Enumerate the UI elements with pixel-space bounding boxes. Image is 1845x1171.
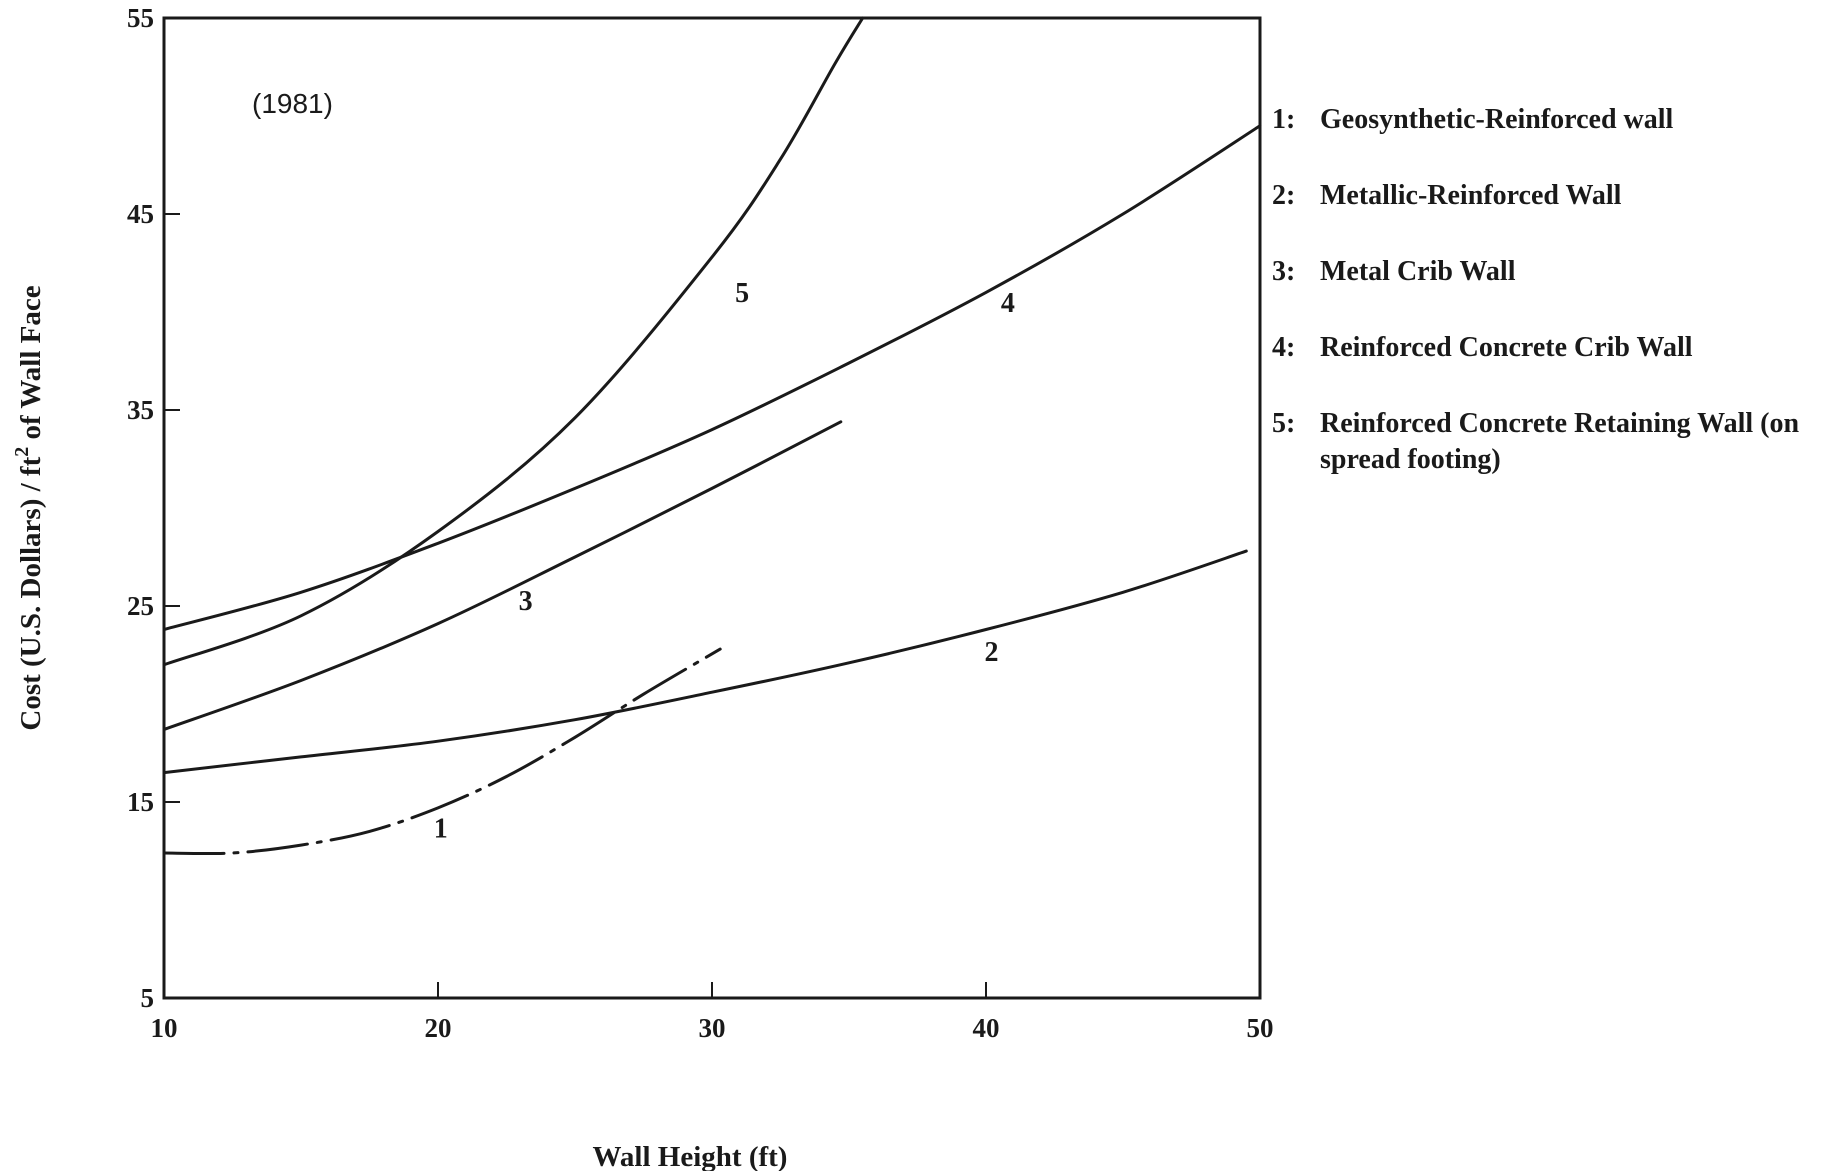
series-line-1 xyxy=(162,647,722,856)
legend-item-4: 4: Reinforced Concrete Crib Wall xyxy=(1272,330,1842,366)
curve-labels: 1 2 3 4 5 xyxy=(434,278,1015,844)
series-lines xyxy=(162,16,1262,856)
y-axis-title: Cost (U.S. Dollars) / ft2 of Wall Face xyxy=(11,285,47,730)
curve-label-1: 1 xyxy=(434,813,448,844)
y-tick-label: 45 xyxy=(127,199,154,229)
y-tick-label: 55 xyxy=(127,3,154,33)
legend-item-1: 1: Geosynthetic-Reinforced wall xyxy=(1272,102,1842,138)
series-line-5 xyxy=(162,16,865,667)
legend-number: 4: xyxy=(1272,332,1296,363)
legend-item-3: 3: Metal Crib Wall xyxy=(1272,254,1842,290)
x-tick-label: 10 xyxy=(151,1013,178,1043)
plot-frame xyxy=(162,16,1262,1000)
y-tick-label: 35 xyxy=(127,395,154,425)
x-tick-label: 20 xyxy=(425,1013,452,1043)
x-tick-label: 40 xyxy=(973,1013,1000,1043)
x-axis-title: Wall Height (ft) xyxy=(593,1141,788,1171)
legend-item-2: 2: Metallic-Reinforced Wall xyxy=(1272,178,1842,214)
y-tick-label: 15 xyxy=(127,787,154,817)
legend-number: 1: xyxy=(1272,104,1296,135)
legend-number: 2: xyxy=(1272,180,1296,211)
series-line-3 xyxy=(162,420,843,731)
legend-number: 3: xyxy=(1272,256,1296,287)
series-line-4 xyxy=(162,124,1262,631)
y-axis-title-sup: 2 xyxy=(11,447,33,457)
curve-label-5: 5 xyxy=(735,278,749,309)
y-tick-label: 25 xyxy=(127,591,154,621)
y-axis-title-main: Cost (U.S. Dollars) / ft xyxy=(15,456,47,730)
curve-label-4: 4 xyxy=(1001,288,1015,319)
series-line-2 xyxy=(162,549,1248,775)
legend: 1: Geosynthetic-Reinforced wall 2: Metal… xyxy=(1272,102,1842,518)
legend-item-5: 5: Reinforced Concrete Retaining Wall (o… xyxy=(1272,406,1842,478)
legend-label: Reinforced Concrete Crib Wall xyxy=(1320,332,1693,363)
legend-label: Reinforced Concrete Retaining Wall (on s… xyxy=(1320,408,1800,475)
legend-label: Metallic-Reinforced Wall xyxy=(1320,180,1622,211)
x-tick-label: 30 xyxy=(699,1013,726,1043)
legend-label: Geosynthetic-Reinforced wall xyxy=(1320,104,1674,135)
x-tick-label: 50 xyxy=(1247,1013,1274,1043)
year-annotation: (1981) xyxy=(252,88,333,119)
y-axis-title-tail: of Wall Face xyxy=(15,285,47,446)
curve-label-3: 3 xyxy=(519,586,533,617)
legend-label: Metal Crib Wall xyxy=(1320,256,1516,287)
legend-number: 5: xyxy=(1272,408,1296,439)
y-tick-label: 5 xyxy=(141,983,155,1013)
curve-label-2: 2 xyxy=(984,637,998,668)
